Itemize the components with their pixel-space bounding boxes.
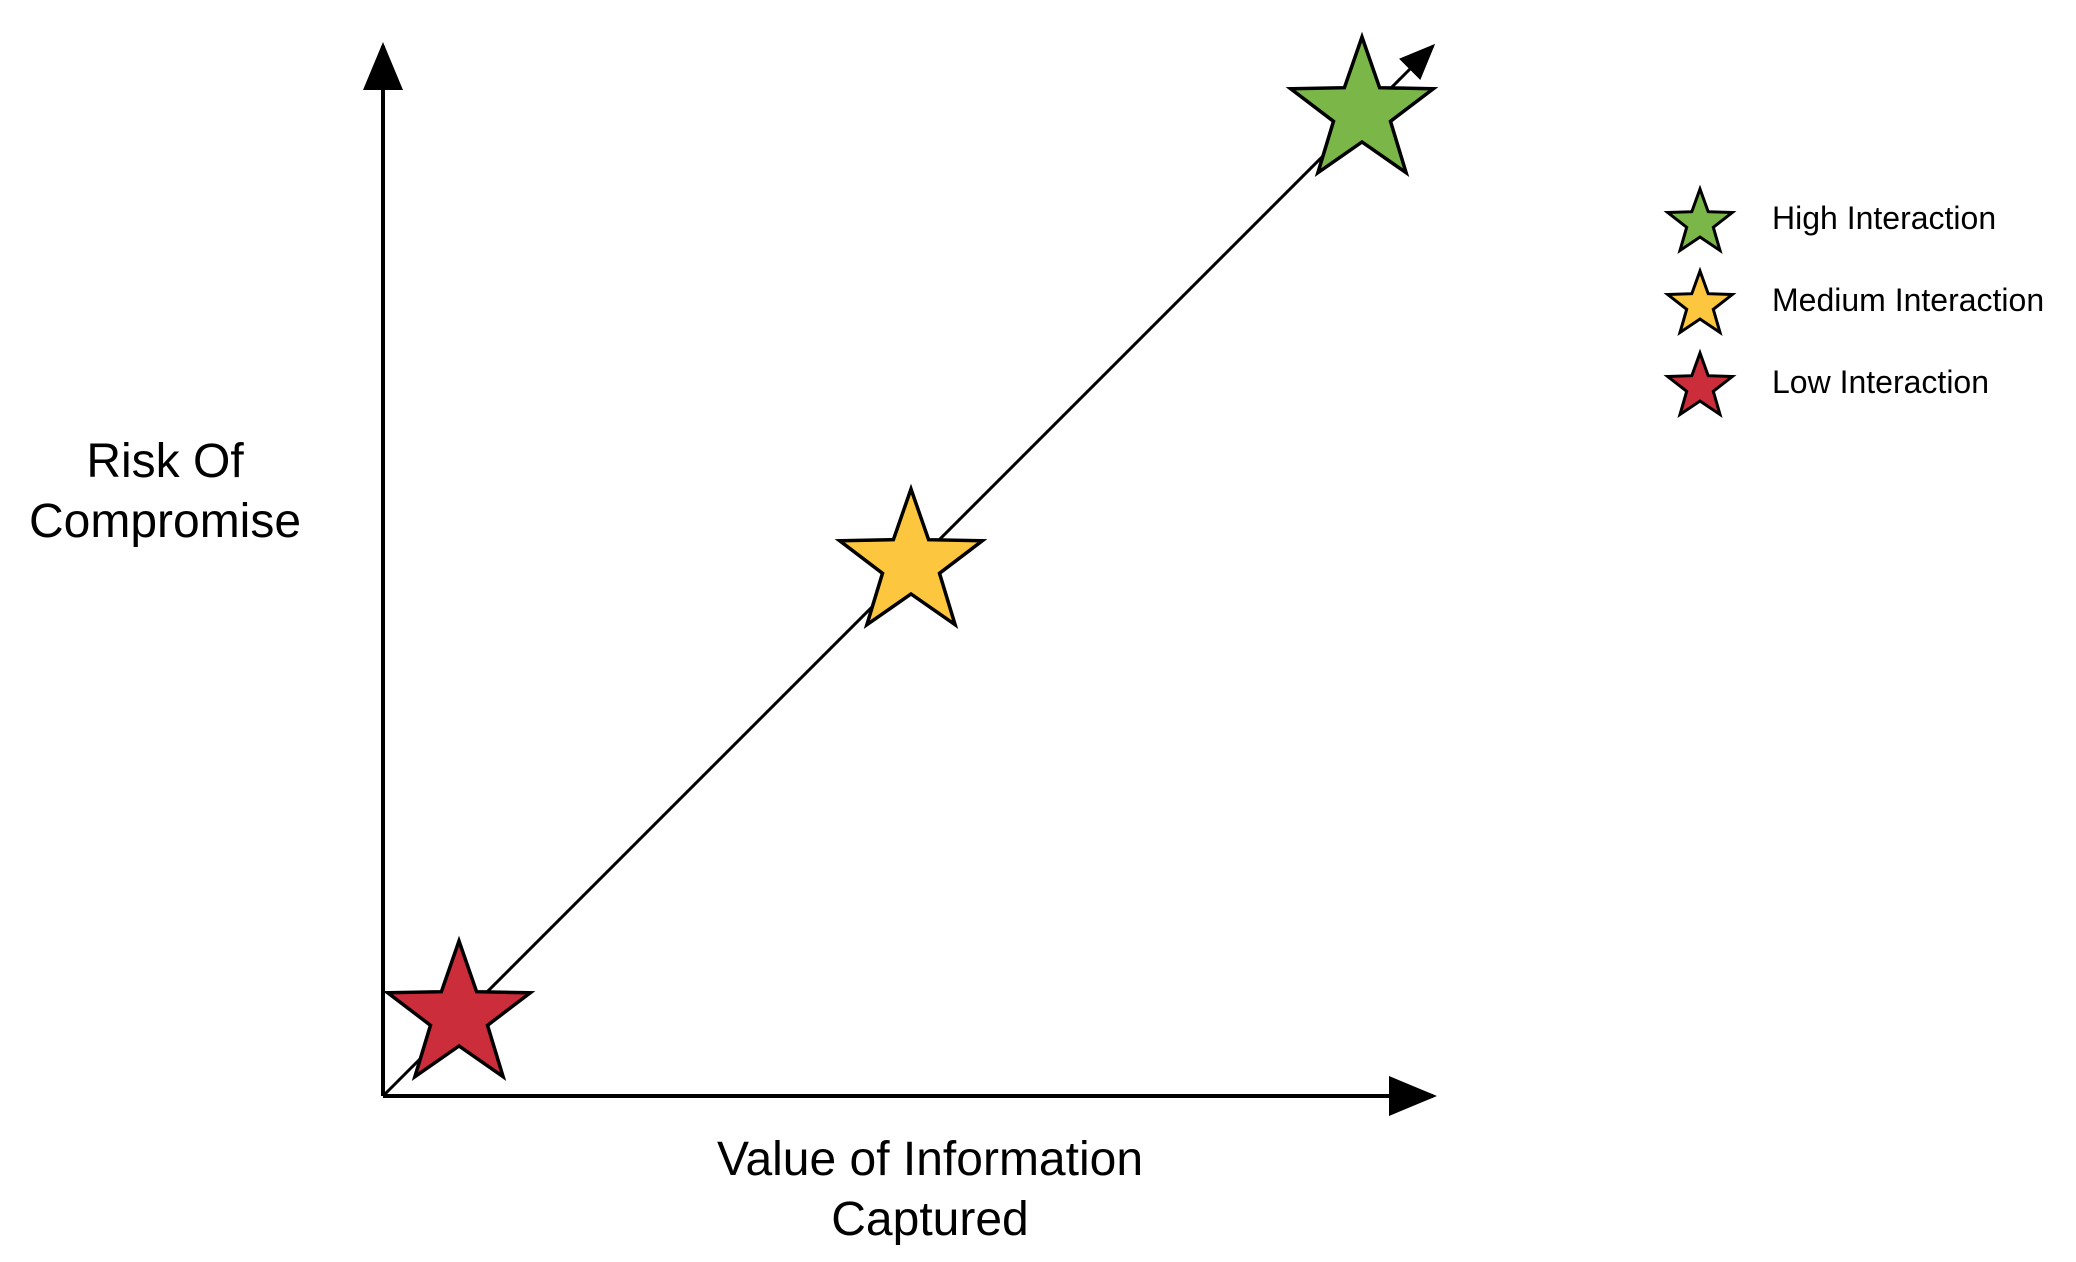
- legend-item-low: Low Interaction: [1655, 349, 2076, 421]
- high-interaction-star: [1285, 31, 1439, 178]
- legend-label-low: Low Interaction: [1772, 364, 1990, 400]
- y-axis-label-line-1: Risk Of: [86, 435, 244, 488]
- medium-interaction-star: [834, 483, 988, 630]
- legend-item-high: High Interaction: [1655, 185, 2076, 257]
- star-icon: [1663, 267, 1737, 337]
- star-icon: [1663, 349, 1737, 419]
- y-axis-label-line-2: Compromise: [28, 495, 302, 548]
- x-axis-label-line-1: Value of Information: [716, 1133, 1144, 1186]
- x-axis-label-line-2: Captured: [831, 1193, 1029, 1246]
- legend-item-medium: Medium Interaction: [1655, 267, 2076, 339]
- star-icon: [1663, 185, 1737, 255]
- x-axis-label: Value of Information Captured: [630, 1130, 1230, 1250]
- low-interaction-star: [382, 935, 536, 1082]
- legend-label-medium: Medium Interaction: [1772, 282, 2045, 318]
- legend-label-high: High Interaction: [1772, 200, 1997, 236]
- y-axis-label: Risk Of Compromise: [10, 432, 320, 552]
